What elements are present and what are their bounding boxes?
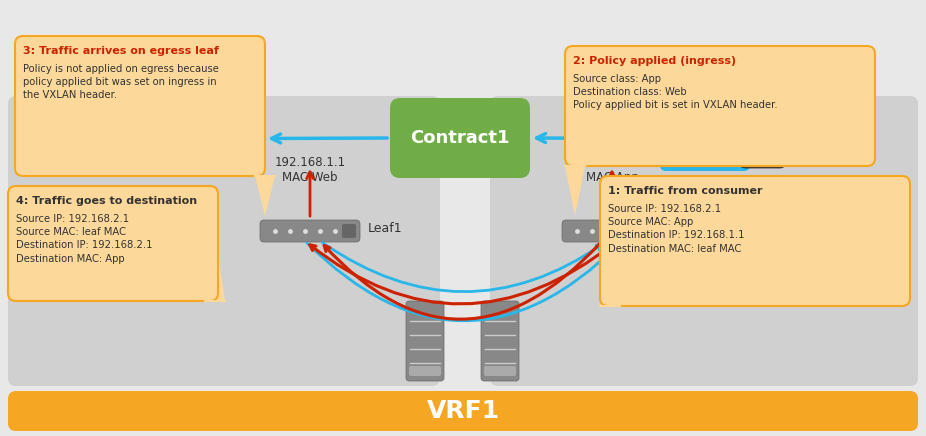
- Text: EPG: EPG: [207, 122, 232, 132]
- FancyBboxPatch shape: [15, 36, 265, 176]
- Polygon shape: [565, 166, 585, 216]
- Text: 3: Traffic arrives on egress leaf: 3: Traffic arrives on egress leaf: [23, 46, 219, 56]
- Text: 192.168.2.1
MAC App: 192.168.2.1 MAC App: [577, 156, 647, 184]
- Text: Class ID: 32774: Class ID: 32774: [644, 46, 736, 59]
- FancyBboxPatch shape: [406, 301, 444, 381]
- Text: 2: Policy applied (ingress): 2: Policy applied (ingress): [573, 56, 736, 66]
- FancyBboxPatch shape: [600, 176, 910, 306]
- FancyBboxPatch shape: [342, 224, 356, 238]
- Text: Leaf2: Leaf2: [607, 238, 642, 252]
- Text: Policy is not applied on egress because
policy applied bit was set on ingress in: Policy is not applied on egress because …: [23, 64, 219, 100]
- FancyBboxPatch shape: [484, 366, 516, 376]
- Text: BD: BD-App
192.168.2.254/24: BD: BD-App 192.168.2.254/24: [695, 121, 800, 149]
- FancyBboxPatch shape: [745, 128, 780, 158]
- FancyBboxPatch shape: [148, 128, 183, 158]
- FancyBboxPatch shape: [562, 220, 662, 242]
- Text: 4: Traffic goes to destination: 4: Traffic goes to destination: [16, 196, 197, 206]
- FancyBboxPatch shape: [8, 186, 218, 301]
- Text: App: App: [692, 142, 719, 155]
- FancyBboxPatch shape: [390, 98, 530, 178]
- Text: Source IP: 192.168.2.1
Source MAC: leaf MAC
Destination IP: 192.168.2.1
Destinat: Source IP: 192.168.2.1 Source MAC: leaf …: [16, 214, 153, 264]
- FancyBboxPatch shape: [260, 220, 360, 242]
- Text: EPG: EPG: [693, 122, 718, 132]
- FancyBboxPatch shape: [175, 106, 265, 171]
- Text: VRF1: VRF1: [427, 399, 499, 423]
- FancyBboxPatch shape: [644, 224, 658, 238]
- Text: Provider: Provider: [664, 91, 716, 104]
- Polygon shape: [600, 236, 620, 306]
- FancyBboxPatch shape: [660, 106, 750, 171]
- FancyBboxPatch shape: [740, 113, 785, 168]
- FancyBboxPatch shape: [481, 301, 519, 381]
- Polygon shape: [205, 231, 225, 301]
- FancyBboxPatch shape: [565, 46, 875, 166]
- FancyBboxPatch shape: [143, 113, 188, 168]
- Text: Contract1: Contract1: [410, 129, 509, 147]
- FancyBboxPatch shape: [490, 96, 918, 386]
- Polygon shape: [255, 176, 275, 216]
- Text: Source IP: 192.168.2.1
Source MAC: App
Destination IP: 192.168.1.1
Destination M: Source IP: 192.168.2.1 Source MAC: App D…: [608, 204, 745, 254]
- Text: Web: Web: [205, 142, 235, 155]
- FancyBboxPatch shape: [8, 391, 918, 431]
- Text: Leaf1: Leaf1: [368, 222, 403, 235]
- Text: Source class: App
Destination class: Web
Policy applied bit is set in VXLAN head: Source class: App Destination class: Web…: [573, 74, 778, 110]
- Text: 192.168.1.1
MAC Web: 192.168.1.1 MAC Web: [274, 156, 345, 184]
- Text: 1: Traffic from consumer: 1: Traffic from consumer: [608, 186, 762, 196]
- FancyBboxPatch shape: [409, 366, 441, 376]
- FancyBboxPatch shape: [8, 96, 440, 386]
- Text: Class ID: 32775: Class ID: 32775: [174, 46, 266, 59]
- Text: Consumer: Consumer: [188, 91, 252, 104]
- Text: BD: BD-Web
192.168.1.254/24: BD: BD-Web 192.168.1.254/24: [20, 121, 125, 149]
